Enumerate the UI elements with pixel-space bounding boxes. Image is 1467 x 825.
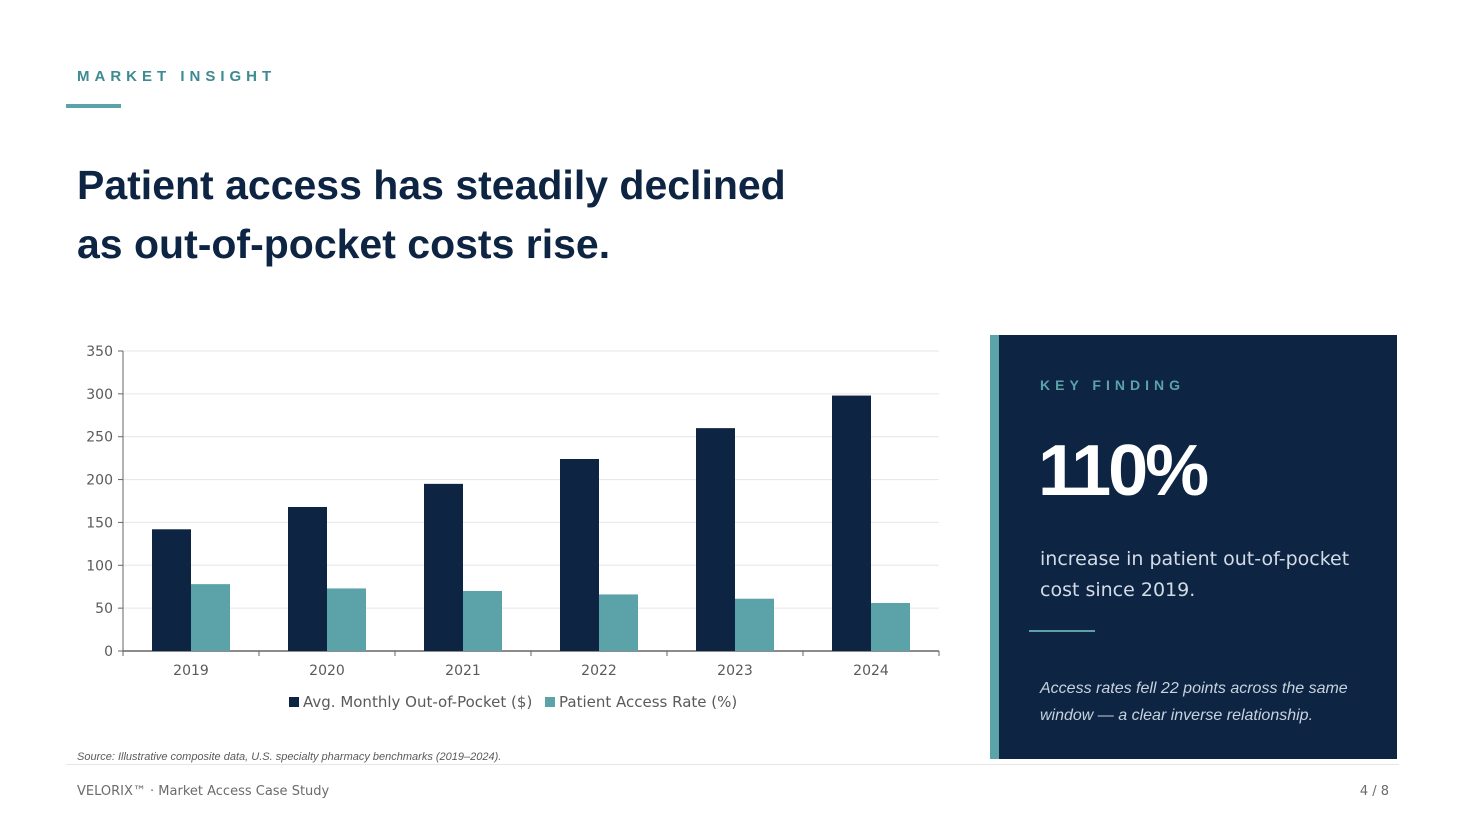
key-finding-label: KEY FINDING xyxy=(1040,377,1185,393)
footer-brand: VELORIX™ · Market Access Case Study xyxy=(77,784,330,799)
key-finding-value: 110% xyxy=(1038,431,1209,511)
y-tick-label: 100 xyxy=(86,558,113,574)
section-eyebrow: MARKET INSIGHT xyxy=(77,68,277,85)
y-tick-label: 150 xyxy=(86,515,113,531)
y-tick-label: 250 xyxy=(86,430,113,446)
bar-access-rate xyxy=(463,591,502,651)
bar-access-rate xyxy=(327,588,366,651)
eyebrow-divider xyxy=(66,104,121,108)
x-tick-label: 2020 xyxy=(309,663,345,679)
bar-out-of-pocket xyxy=(152,529,191,651)
source-note: Source: Illustrative composite data, U.S… xyxy=(77,751,502,763)
x-tick-label: 2019 xyxy=(173,663,209,679)
bar-out-of-pocket xyxy=(424,483,463,651)
bar-access-rate xyxy=(871,603,910,651)
x-tick-label: 2021 xyxy=(445,663,481,679)
legend-label: Patient Access Rate (%) xyxy=(559,693,737,711)
title-line-2: as out-of-pocket costs rise. xyxy=(77,221,611,267)
y-tick-label: 0 xyxy=(104,644,113,660)
key-finding-divider xyxy=(1029,630,1095,632)
y-tick-label: 350 xyxy=(86,344,113,360)
legend-swatch xyxy=(289,697,299,707)
page-number: 4 / 8 xyxy=(1359,784,1389,799)
slide-title: Patient access has steadily declined as … xyxy=(77,156,897,274)
bar-access-rate xyxy=(735,598,774,651)
y-tick-label: 50 xyxy=(95,601,113,617)
x-tick-label: 2024 xyxy=(853,663,889,679)
panel-accent-bar xyxy=(990,335,999,759)
bar-chart: 0 50 100 150 200 250 300 350 2019 2020 2021 2022 202… xyxy=(86,344,940,711)
y-tick-label: 300 xyxy=(86,387,113,403)
x-tick-label: 2022 xyxy=(581,663,617,679)
bar-out-of-pocket xyxy=(832,395,871,651)
bar-out-of-pocket xyxy=(696,428,735,651)
y-tick-label: 200 xyxy=(86,473,113,489)
bar-out-of-pocket xyxy=(560,459,599,651)
legend-swatch xyxy=(545,697,555,707)
x-tick-label: 2023 xyxy=(717,663,753,679)
bar-out-of-pocket xyxy=(288,507,327,651)
bar-access-rate xyxy=(191,584,230,651)
key-finding-note: Access rates fell 22 points across the s… xyxy=(1040,680,1348,724)
title-line-1: Patient access has steadily declined xyxy=(77,162,786,208)
footer-divider xyxy=(66,764,1399,765)
legend-label: Avg. Monthly Out-of-Pocket ($) xyxy=(303,693,532,711)
bar-access-rate xyxy=(599,594,638,651)
key-finding-description: increase in patient out-of-pocket cost s… xyxy=(1040,548,1350,601)
key-finding-panel: KEY FINDING 110% increase in patient out… xyxy=(990,335,1397,759)
